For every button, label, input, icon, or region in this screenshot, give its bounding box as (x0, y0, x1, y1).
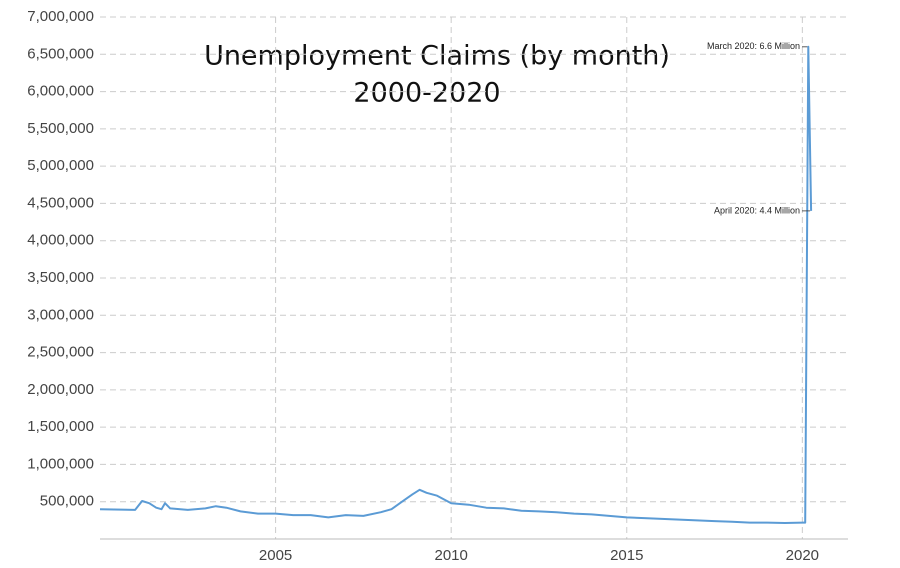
y-tick-label: 7,000,000 (27, 8, 94, 25)
y-tick-label: 2,000,000 (27, 381, 94, 398)
data-line (99, 45, 813, 524)
annotation: April 2020: 4.4 Million (714, 205, 800, 215)
x-tick-label: 2020 (786, 547, 819, 564)
y-tick-label: 3,500,000 (27, 269, 94, 286)
y-tick-label: 1,500,000 (27, 418, 94, 435)
y-tick-label: 4,500,000 (27, 194, 94, 211)
chart-subtitle: 2000-2020 (353, 78, 500, 109)
y-tick-label: 2,500,000 (27, 344, 94, 361)
y-tick-label: 5,000,000 (27, 157, 94, 174)
annotation: March 2020: 6.6 Million (707, 41, 800, 51)
y-tick-label: 3,000,000 (27, 306, 94, 323)
y-tick-label: 500,000 (40, 493, 94, 510)
y-tick-label: 1,000,000 (27, 455, 94, 472)
y-tick-label: 6,500,000 (27, 45, 94, 62)
x-tick-label: 2015 (610, 547, 643, 564)
y-tick-label: 5,500,000 (27, 120, 94, 137)
y-tick-label: 6,000,000 (27, 83, 94, 100)
x-tick-label: 2010 (434, 547, 467, 564)
x-tick-label: 2005 (259, 547, 292, 564)
y-tick-label: 4,000,000 (27, 232, 94, 249)
chart-title: Unemployment Claims (by month) (204, 41, 670, 72)
